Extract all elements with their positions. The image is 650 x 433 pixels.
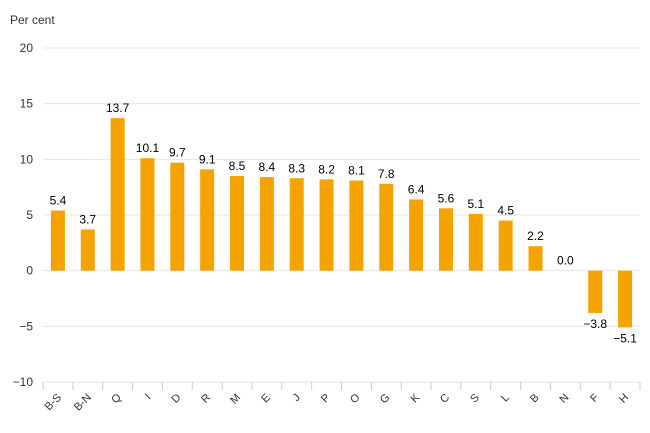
bar (379, 183, 394, 271)
x-tick-label: N (557, 392, 571, 406)
bar (319, 179, 334, 271)
x-tick-label: B (528, 392, 542, 406)
data-label: 5.4 (50, 194, 67, 208)
x-tick-label: J (290, 392, 302, 404)
y-tick-label: 10 (20, 152, 34, 166)
x-tick-label: B-N (72, 392, 94, 414)
y-tick-label: −5 (19, 319, 33, 333)
bar (588, 270, 603, 313)
y-tick-label: 0 (26, 264, 33, 278)
x-tick-label: B-S (43, 392, 64, 413)
bar (618, 270, 633, 328)
y-tick-label: 20 (20, 41, 34, 55)
bar (230, 176, 245, 271)
data-label: 8.1 (348, 163, 365, 177)
data-label: 8.3 (288, 161, 305, 175)
data-label: 9.7 (169, 146, 186, 160)
data-label: 7.8 (378, 167, 395, 181)
x-tick-label: H (617, 392, 631, 406)
data-label: 8.5 (229, 159, 246, 173)
x-tick-label: I (143, 392, 154, 403)
bar (140, 158, 155, 271)
bar (170, 162, 185, 271)
bar (80, 229, 95, 271)
bar (200, 169, 215, 271)
data-label: 0.0 (557, 254, 574, 268)
bars (50, 118, 633, 328)
bar (528, 246, 543, 271)
y-tick-label: 15 (20, 97, 34, 111)
data-label: −5.1 (613, 331, 637, 345)
data-label: 5.1 (467, 197, 484, 211)
x-tick-label: G (378, 392, 393, 407)
bar (468, 213, 483, 271)
bar (110, 118, 125, 271)
y-axis-ticks: 20 15 10 5 0 −5 −10 (13, 41, 34, 389)
x-tick-label: C (438, 392, 452, 406)
y-axis-label: Per cent (10, 13, 55, 27)
x-tick-label: D (169, 392, 183, 406)
data-label: 3.7 (79, 212, 96, 226)
x-tick-label: L (499, 392, 512, 405)
x-tick-label: O (348, 391, 363, 406)
data-label: 5.6 (438, 191, 455, 205)
x-tick-label: M (228, 392, 243, 407)
bar (349, 180, 364, 271)
x-tick-label: S (468, 392, 482, 406)
data-labels: 5.4 3.7 13.7 10.1 9.7 9.1 8.5 8.4 8.3 8.2 8.1 7.8 6.… (50, 101, 638, 345)
bar (289, 178, 304, 271)
data-label: 8.2 (318, 162, 335, 176)
x-tick-label: K (409, 391, 423, 405)
data-label: 9.1 (199, 152, 216, 166)
data-label: 8.4 (259, 160, 276, 174)
x-tick-label: F (588, 391, 601, 404)
data-label: 6.4 (408, 182, 425, 196)
y-tick-label: −10 (13, 375, 34, 389)
x-tick-label: Q (109, 391, 124, 406)
x-tick-label: P (319, 392, 333, 406)
bar (259, 177, 274, 271)
data-label: 10.1 (136, 141, 160, 155)
data-label: −3.8 (583, 317, 607, 331)
x-tick-label: R (199, 392, 213, 406)
bar (50, 210, 65, 271)
bar (409, 199, 424, 271)
data-label: 2.2 (527, 229, 544, 243)
x-tick-label: E (259, 392, 273, 406)
gridlines (43, 47, 640, 383)
bar (498, 220, 513, 271)
x-axis-ticks: B-S B-N Q I D R M E J P O G K C S L B N F H (42, 382, 641, 414)
data-label: 4.5 (497, 204, 514, 218)
bar (438, 208, 453, 271)
data-label: 13.7 (106, 101, 130, 115)
y-tick-label: 5 (26, 208, 33, 222)
